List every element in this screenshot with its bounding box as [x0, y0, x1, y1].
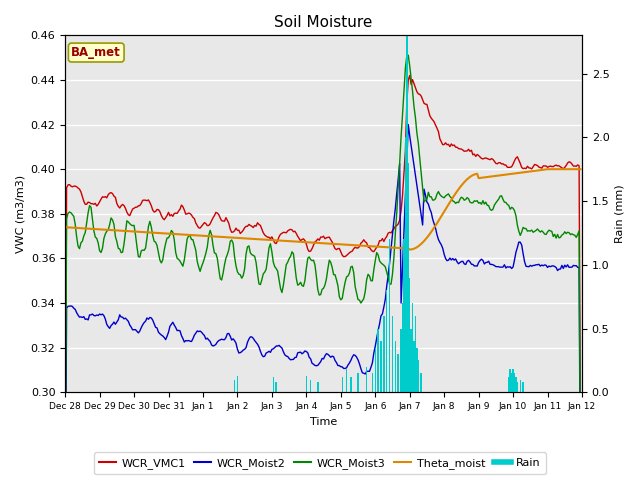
- Bar: [357, 373, 359, 392]
- Bar: [401, 329, 402, 392]
- Bar: [237, 376, 238, 392]
- Bar: [395, 341, 396, 392]
- Bar: [380, 341, 381, 392]
- Bar: [403, 240, 404, 392]
- Bar: [378, 329, 379, 392]
- Bar: [366, 367, 367, 392]
- Bar: [346, 370, 348, 392]
- Bar: [514, 373, 515, 392]
- Bar: [383, 316, 385, 392]
- Bar: [234, 380, 236, 392]
- Bar: [516, 382, 518, 392]
- Bar: [372, 373, 373, 392]
- Legend: WCR_VMC1, WCR_Moist2, WCR_Moist3, Theta_moist, Rain: WCR_VMC1, WCR_Moist2, WCR_Moist3, Theta_…: [93, 453, 547, 474]
- Bar: [406, 36, 408, 392]
- Bar: [350, 377, 351, 392]
- Bar: [404, 137, 406, 392]
- Bar: [420, 373, 422, 392]
- Bar: [508, 377, 509, 392]
- Bar: [409, 277, 410, 392]
- Bar: [306, 376, 307, 392]
- Text: BA_met: BA_met: [71, 46, 121, 59]
- Bar: [275, 382, 277, 392]
- Title: Soil Moisture: Soil Moisture: [275, 15, 372, 30]
- Y-axis label: VWC (m3/m3): VWC (m3/m3): [15, 175, 25, 253]
- Bar: [412, 303, 413, 392]
- Bar: [522, 382, 524, 392]
- Bar: [317, 382, 319, 392]
- Bar: [408, 163, 409, 392]
- Bar: [397, 354, 399, 392]
- Bar: [389, 240, 390, 392]
- Bar: [413, 341, 415, 392]
- Bar: [417, 360, 419, 392]
- Bar: [410, 329, 412, 392]
- Bar: [402, 303, 403, 392]
- Bar: [392, 316, 393, 392]
- Bar: [511, 373, 513, 392]
- Bar: [273, 377, 274, 392]
- Bar: [310, 380, 311, 392]
- Bar: [342, 377, 343, 392]
- Bar: [520, 380, 521, 392]
- Bar: [515, 377, 516, 392]
- Bar: [374, 348, 376, 392]
- Bar: [509, 370, 511, 392]
- Bar: [416, 348, 417, 392]
- Bar: [386, 290, 387, 392]
- Y-axis label: Rain (mm): Rain (mm): [615, 184, 625, 243]
- Bar: [415, 316, 416, 392]
- Bar: [513, 370, 514, 392]
- X-axis label: Time: Time: [310, 417, 337, 427]
